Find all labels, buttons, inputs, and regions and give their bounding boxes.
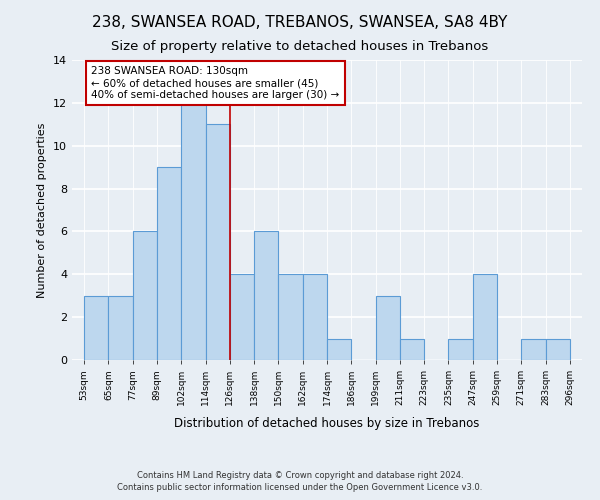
- Y-axis label: Number of detached properties: Number of detached properties: [37, 122, 47, 298]
- Bar: [181, 103, 206, 360]
- Bar: [400, 338, 424, 360]
- Bar: [327, 338, 351, 360]
- Bar: [448, 338, 473, 360]
- Bar: [230, 274, 254, 360]
- Bar: [376, 296, 400, 360]
- Bar: [254, 232, 278, 360]
- Bar: [157, 167, 181, 360]
- Text: 238, SWANSEA ROAD, TREBANOS, SWANSEA, SA8 4BY: 238, SWANSEA ROAD, TREBANOS, SWANSEA, SA…: [92, 15, 508, 30]
- Bar: [473, 274, 497, 360]
- Bar: [133, 232, 157, 360]
- Bar: [206, 124, 230, 360]
- Bar: [278, 274, 303, 360]
- X-axis label: Distribution of detached houses by size in Trebanos: Distribution of detached houses by size …: [175, 416, 479, 430]
- Text: Size of property relative to detached houses in Trebanos: Size of property relative to detached ho…: [112, 40, 488, 53]
- Bar: [521, 338, 545, 360]
- Text: Contains HM Land Registry data © Crown copyright and database right 2024.
Contai: Contains HM Land Registry data © Crown c…: [118, 471, 482, 492]
- Bar: [545, 338, 570, 360]
- Bar: [84, 296, 109, 360]
- Text: 238 SWANSEA ROAD: 130sqm
← 60% of detached houses are smaller (45)
40% of semi-d: 238 SWANSEA ROAD: 130sqm ← 60% of detach…: [91, 66, 340, 100]
- Bar: [109, 296, 133, 360]
- Bar: [303, 274, 327, 360]
